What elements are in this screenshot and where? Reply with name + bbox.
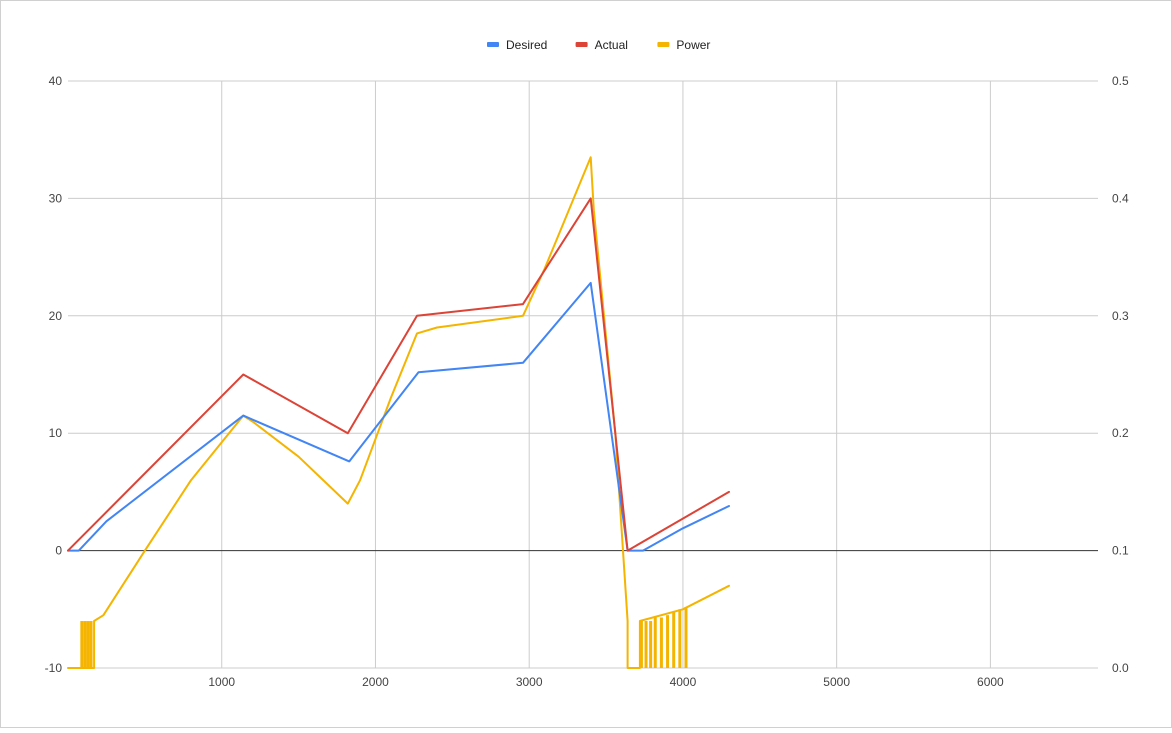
y-tick-label: 40: [49, 74, 63, 88]
legend-swatch: [487, 42, 499, 47]
y2-tick-label: 0.0: [1112, 661, 1129, 675]
x-axis-ticks: 1000 2000 3000 4000 5000 6000: [208, 675, 1004, 689]
legend-swatch: [657, 42, 670, 47]
legend-label: Actual: [595, 38, 628, 52]
grid-layer: [68, 80, 1098, 669]
series-line-actual: [67, 197, 730, 552]
y2-tick-label: 0.1: [1112, 544, 1129, 558]
y-tick-label: 0: [55, 544, 62, 558]
legend[interactable]: Desired Actual Power: [487, 38, 710, 52]
legend-swatch: [575, 42, 588, 47]
x-tick-label: 3000: [516, 675, 543, 689]
x-tick-label: 5000: [823, 675, 850, 689]
y2-tick-label: 0.2: [1112, 426, 1129, 440]
x-tick-label: 6000: [977, 675, 1004, 689]
y2-axis-ticks: 0.5 0.4 0.3 0.2 0.1 0.0: [1112, 74, 1129, 675]
legend-item-power[interactable]: Power: [657, 38, 710, 52]
y-axis-ticks: 40 30 20 10 0 -10: [45, 74, 63, 675]
legend-label: Power: [676, 38, 710, 52]
legend-item-desired[interactable]: Desired: [487, 38, 547, 52]
x-tick-label: 2000: [362, 675, 389, 689]
y-tick-label: -10: [45, 661, 63, 675]
y-tick-label: 20: [49, 309, 63, 323]
x-tick-label: 1000: [208, 675, 235, 689]
series-layer: [67, 156, 730, 669]
y-tick-label: 30: [49, 191, 63, 205]
legend-item-actual[interactable]: Actual: [575, 38, 628, 52]
series-line-power: [67, 156, 730, 669]
legend-label: Desired: [506, 38, 547, 52]
x-tick-label: 4000: [670, 675, 697, 689]
y2-tick-label: 0.4: [1112, 191, 1129, 205]
series-line-desired: [67, 281, 730, 552]
y2-tick-label: 0.5: [1112, 74, 1129, 88]
y2-tick-label: 0.3: [1112, 309, 1129, 323]
y-tick-label: 10: [49, 426, 63, 440]
